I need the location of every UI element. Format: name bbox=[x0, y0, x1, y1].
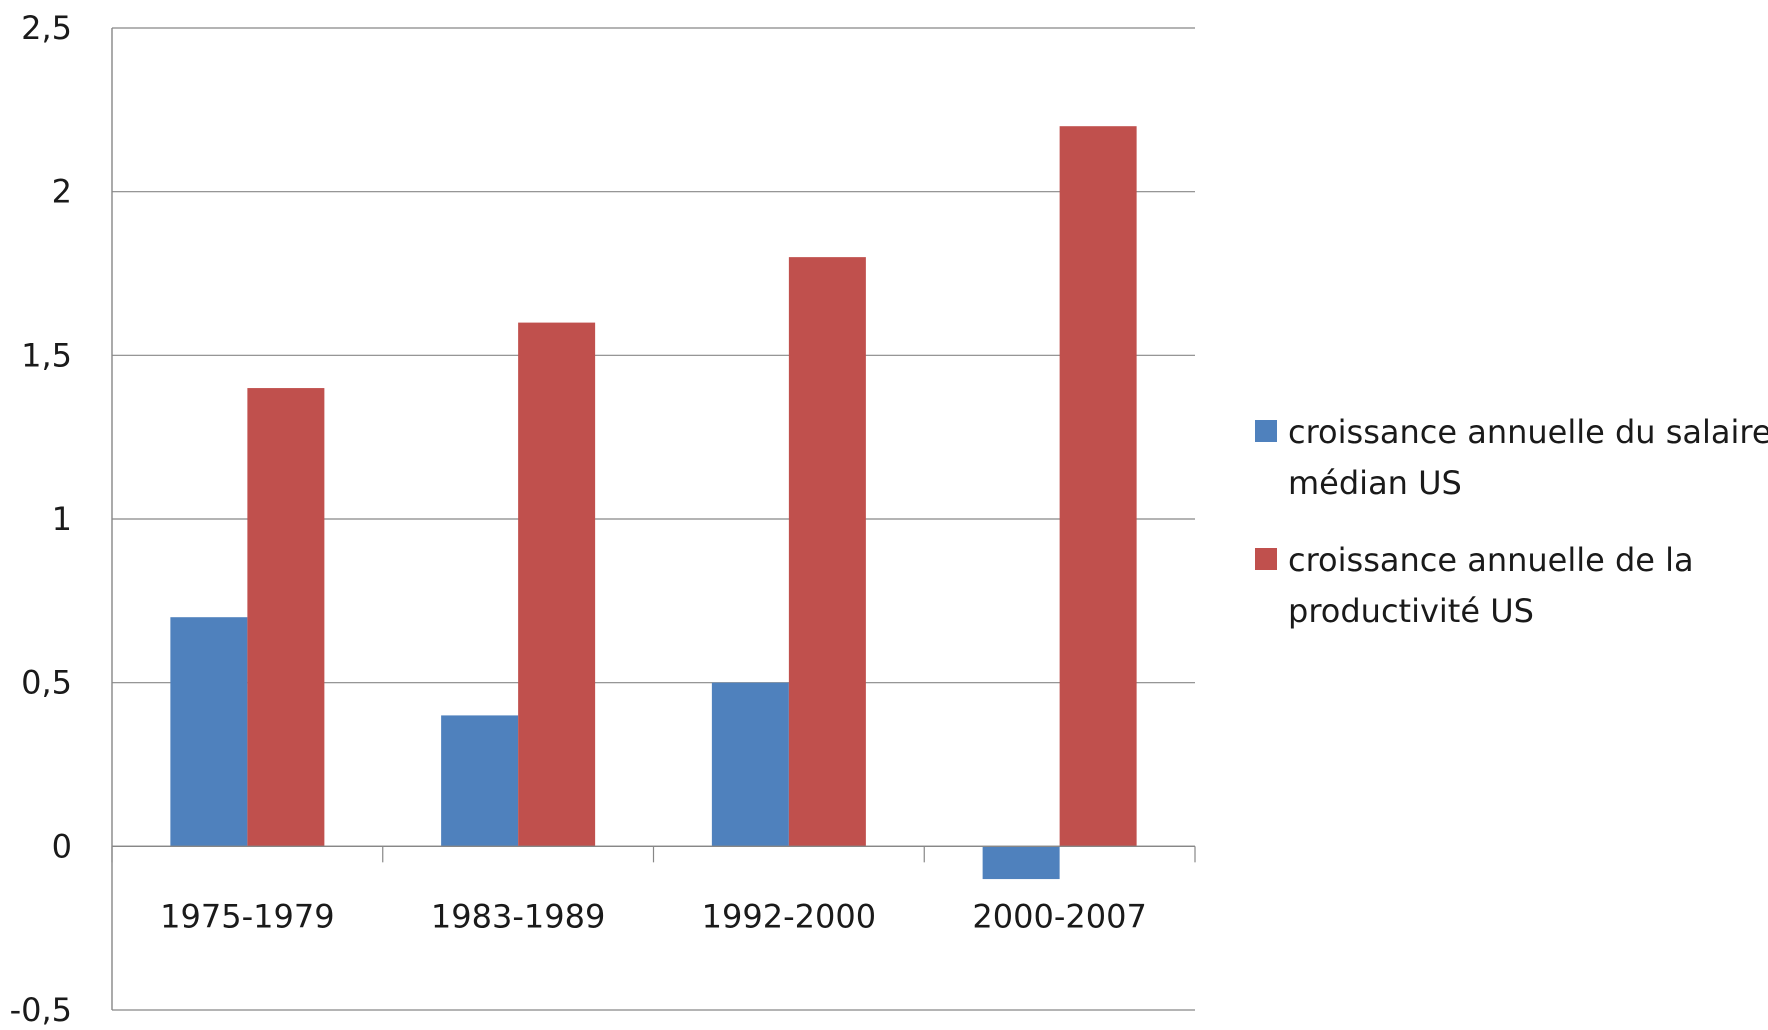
bar-salaire bbox=[441, 715, 519, 847]
y-tick-label: 1,5 bbox=[21, 336, 72, 374]
bar-salaire bbox=[982, 846, 1060, 880]
y-tick-label: 0,5 bbox=[21, 664, 72, 702]
bar-productivite bbox=[788, 257, 866, 847]
x-tick-label: 1983-1989 bbox=[431, 897, 605, 935]
legend-swatch bbox=[1255, 420, 1277, 442]
y-tick-label: 1 bbox=[52, 500, 72, 538]
bar-salaire bbox=[711, 682, 789, 847]
bar-productivite bbox=[1059, 126, 1137, 847]
y-tick-label: 2 bbox=[52, 173, 72, 211]
legend-label: médian US bbox=[1288, 464, 1462, 502]
legend-label: croissance annuelle de la bbox=[1288, 541, 1694, 579]
x-tick-label: 2000-2007 bbox=[972, 897, 1146, 935]
bar-salaire bbox=[170, 617, 248, 847]
x-tick-label: 1992-2000 bbox=[702, 897, 876, 935]
bar-productivite bbox=[247, 388, 325, 847]
y-tick-label: -0,5 bbox=[10, 991, 72, 1029]
y-tick-label: 2,5 bbox=[21, 9, 72, 47]
bar-productivite bbox=[518, 322, 596, 847]
x-tick-label: 1975-1979 bbox=[160, 897, 334, 935]
legend-label: productivité US bbox=[1288, 592, 1534, 630]
legend-label: croissance annuelle du salaire bbox=[1288, 413, 1768, 451]
legend-swatch bbox=[1255, 548, 1277, 570]
y-tick-label: 0 bbox=[52, 827, 72, 865]
